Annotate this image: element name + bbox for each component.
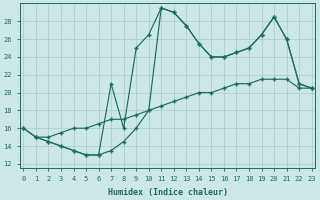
X-axis label: Humidex (Indice chaleur): Humidex (Indice chaleur)	[108, 188, 228, 197]
